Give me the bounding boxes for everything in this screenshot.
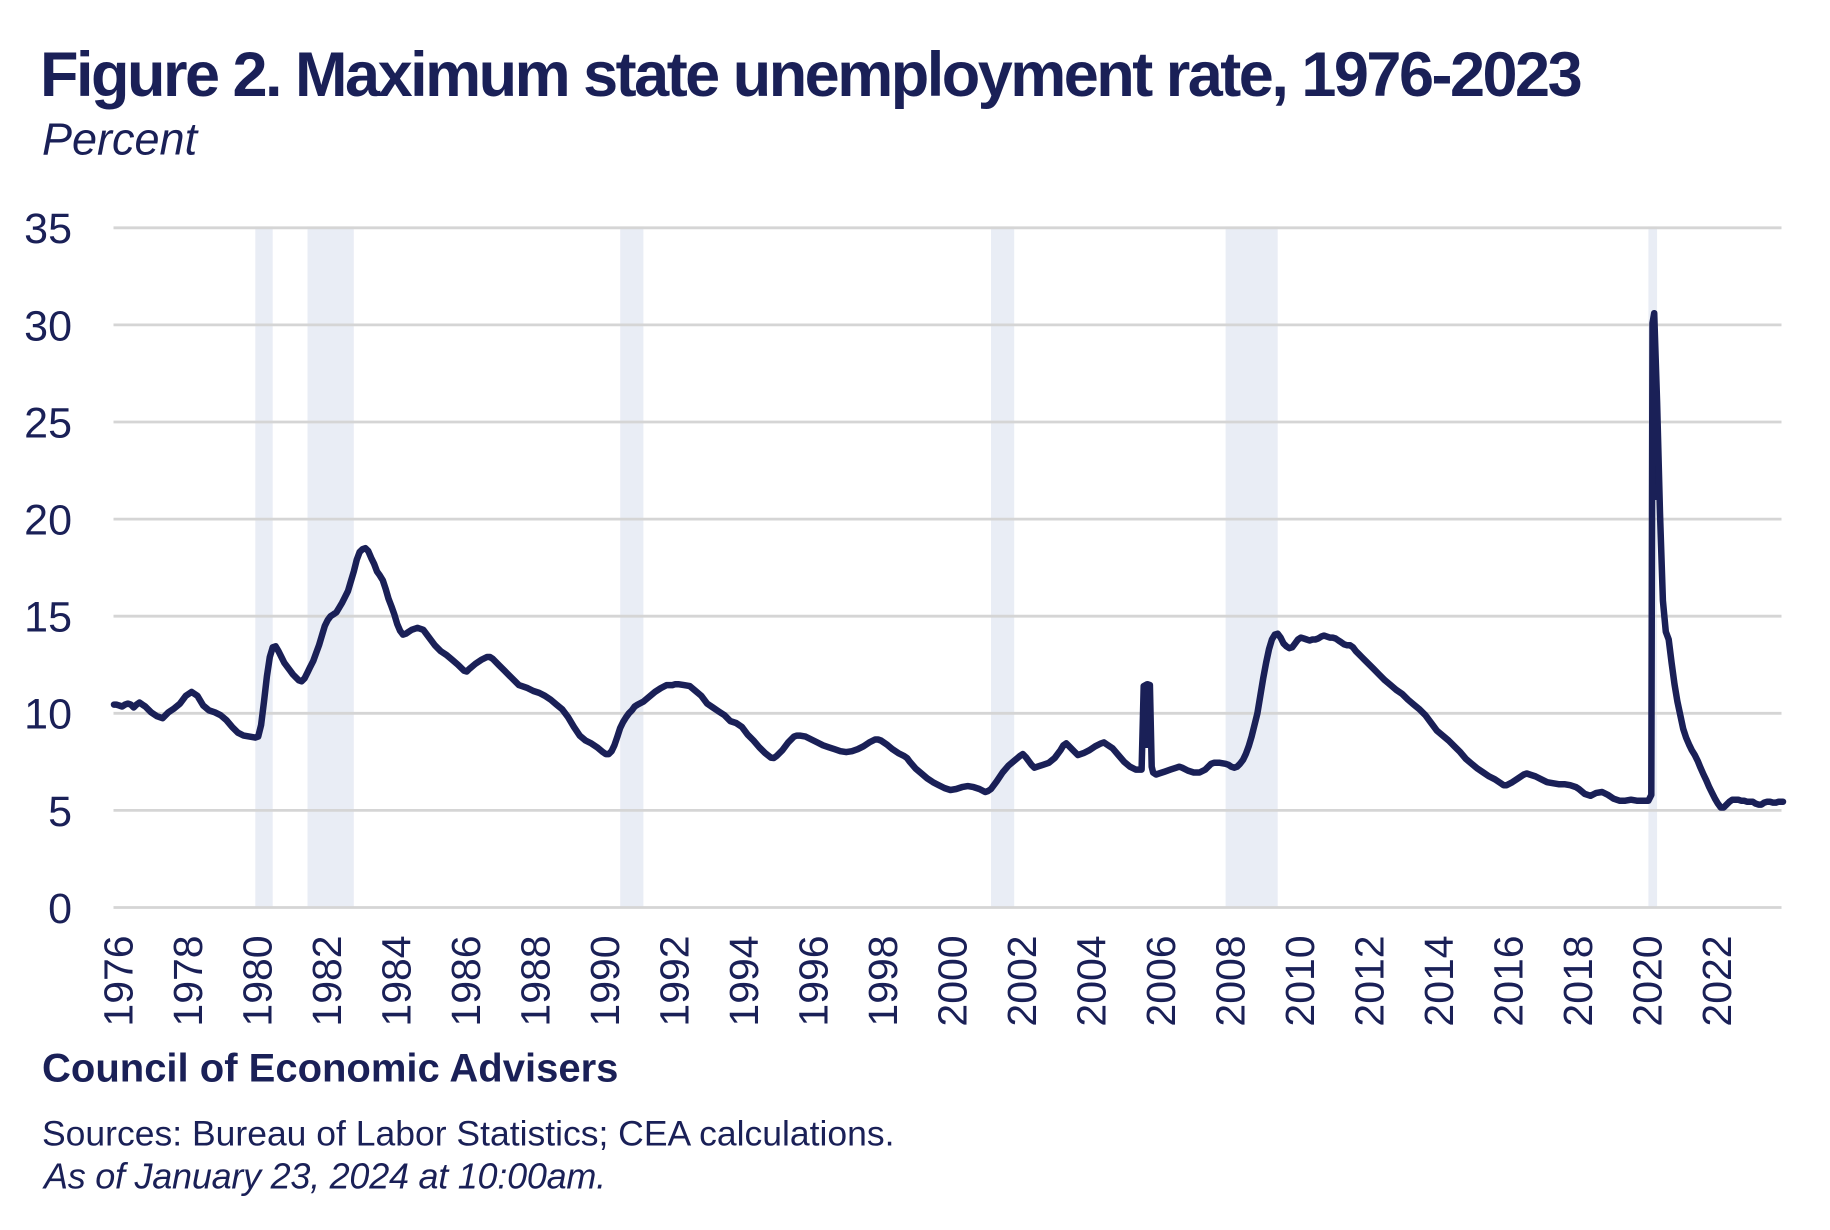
svg-text:1976: 1976	[95, 935, 141, 1026]
svg-text:10: 10	[24, 691, 72, 739]
svg-text:2008: 2008	[1208, 935, 1254, 1026]
svg-text:1988: 1988	[512, 935, 558, 1026]
svg-text:20: 20	[24, 497, 72, 545]
svg-text:15: 15	[24, 594, 72, 642]
svg-text:2020: 2020	[1625, 935, 1671, 1026]
svg-text:2022: 2022	[1694, 935, 1740, 1026]
svg-text:30: 30	[24, 302, 72, 350]
svg-text:2006: 2006	[1138, 935, 1184, 1026]
svg-text:1996: 1996	[790, 935, 836, 1026]
svg-text:1984: 1984	[373, 935, 419, 1026]
svg-text:25: 25	[24, 399, 72, 447]
svg-text:5: 5	[48, 788, 72, 836]
svg-text:1992: 1992	[651, 935, 697, 1026]
svg-text:2010: 2010	[1277, 935, 1323, 1026]
svg-text:Figure 2. Maximum state unempl: Figure 2. Maximum state unemployment rat…	[40, 40, 1581, 110]
svg-text:2000: 2000	[929, 935, 975, 1026]
svg-text:2002: 2002	[999, 935, 1045, 1026]
svg-text:2012: 2012	[1347, 935, 1393, 1026]
svg-text:2018: 2018	[1555, 935, 1601, 1026]
svg-text:Sources: Bureau of Labor Stati: Sources: Bureau of Labor Statistics; CEA…	[42, 1114, 894, 1154]
svg-text:1978: 1978	[165, 935, 211, 1026]
svg-text:2004: 2004	[1068, 935, 1114, 1026]
svg-text:0: 0	[48, 885, 72, 933]
svg-text:Council of Economic Advisers: Council of Economic Advisers	[42, 1047, 618, 1091]
svg-text:1990: 1990	[582, 935, 628, 1026]
svg-text:1998: 1998	[860, 935, 906, 1026]
svg-text:1986: 1986	[443, 935, 489, 1026]
svg-text:1994: 1994	[721, 935, 767, 1026]
svg-text:1982: 1982	[304, 935, 350, 1026]
svg-text:2016: 2016	[1486, 935, 1532, 1026]
svg-text:As of January 23, 2024 at 10:0: As of January 23, 2024 at 10:00am.	[42, 1156, 606, 1197]
svg-text:35: 35	[24, 205, 72, 253]
svg-text:2014: 2014	[1416, 935, 1462, 1026]
svg-text:1980: 1980	[234, 935, 280, 1026]
svg-text:Percent: Percent	[42, 114, 200, 165]
